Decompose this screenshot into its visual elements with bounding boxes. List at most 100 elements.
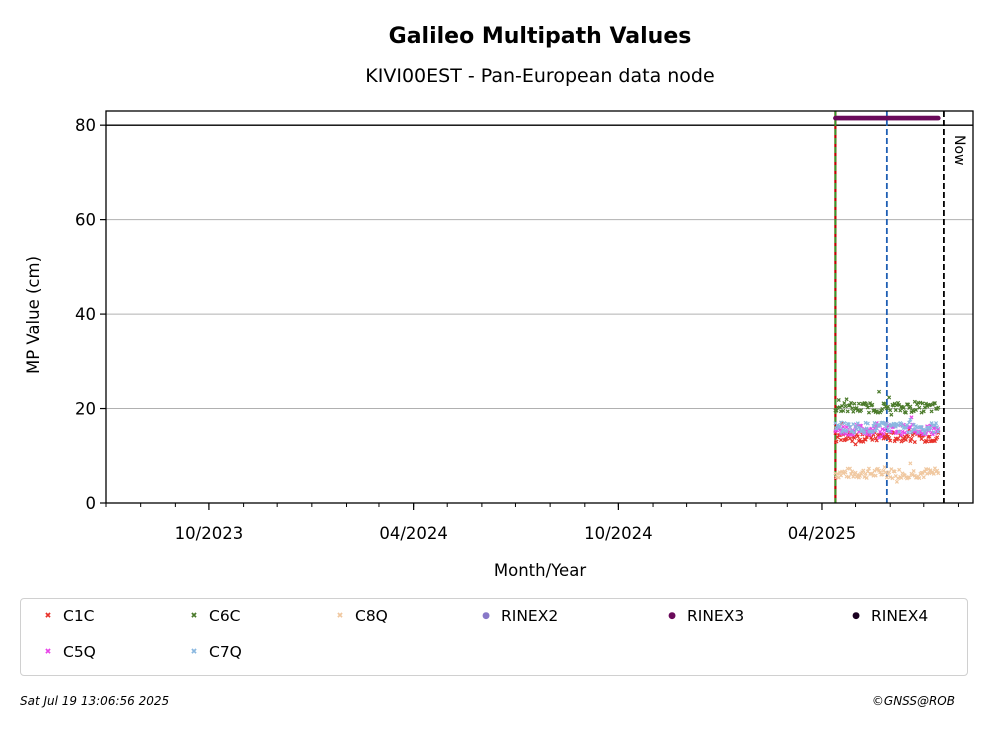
data-point-c7q <box>903 425 908 430</box>
data-point-c7q <box>861 427 866 432</box>
data-point-c7q <box>838 420 844 425</box>
legend-label: RINEX3 <box>687 607 745 625</box>
data-point-c6c <box>865 405 870 410</box>
data-point-c1c <box>887 436 892 441</box>
data-point-c7q <box>834 426 839 431</box>
data-point-c7q <box>908 417 913 422</box>
data-point-c7q <box>899 422 904 427</box>
axis-ticks: 0 20 40 60 80 10/2023 04/2024 10/2024 04/2025 <box>75 116 959 543</box>
x-tick-label: 10/2023 <box>175 524 244 543</box>
data-point-c6c <box>856 401 861 406</box>
data-point-c1c <box>903 437 908 442</box>
data-point-c7q <box>862 430 867 435</box>
y-tick-label: 0 <box>86 494 97 513</box>
data-point-c6c <box>889 412 894 417</box>
data-point-c6c <box>901 405 906 410</box>
data-point-c7q <box>931 429 936 435</box>
data-point-c8q <box>894 479 899 484</box>
data-point-c5q <box>859 423 864 429</box>
data-point-c6c <box>917 405 922 410</box>
data-point-c8q <box>935 468 940 473</box>
data-point-c5q <box>851 432 856 437</box>
data-point-c7q <box>935 425 940 430</box>
data-point-c1c <box>888 438 893 443</box>
x-marker-icon: ✖ <box>190 647 198 656</box>
y-tick-label: 60 <box>75 211 96 230</box>
data-point-c8q <box>890 476 895 481</box>
data-point-c8q <box>866 466 871 471</box>
data-point-c1c <box>925 439 930 444</box>
data-point-c7q <box>884 421 889 426</box>
data-point-c6c <box>854 405 859 411</box>
legend-label: C7Q <box>209 643 242 661</box>
data-point-c8q <box>846 475 851 480</box>
data-point-c1c <box>857 437 863 442</box>
data-point-c6c <box>877 389 882 394</box>
data-point-c8q <box>857 473 863 478</box>
data-point-c7q <box>887 429 892 434</box>
data-point-c1c <box>884 432 889 437</box>
data-point-c6c <box>904 402 910 407</box>
data-point-c8q <box>930 469 935 474</box>
data-point-c5q <box>930 432 935 437</box>
footer-credit: ©GNSS@ROB <box>871 694 955 708</box>
legend-label: RINEX2 <box>501 607 559 625</box>
footer-timestamp: Sat Jul 19 13:06:56 2025 <box>20 694 170 708</box>
x-tick-label: 04/2024 <box>379 524 448 543</box>
x-marker-icon: ✖ <box>44 647 52 656</box>
data-point-c6c <box>836 397 841 403</box>
data-point-c6c <box>911 409 916 414</box>
data-point-c6c <box>834 408 839 413</box>
data-point-c7q <box>855 421 860 426</box>
data-point-c7q <box>909 430 914 435</box>
data-point-c6c <box>932 401 937 406</box>
data-point-c6c <box>913 407 918 412</box>
x-axis-label: Month/Year <box>494 561 586 580</box>
data-point-c1c <box>863 437 868 442</box>
data-point-c1c <box>855 434 860 439</box>
x-marker-icon: ✖ <box>44 611 52 620</box>
x-marker-icon: ✖ <box>336 611 344 620</box>
data-point-c6c <box>850 406 855 411</box>
grid-lines <box>106 124 973 410</box>
data-point-c1c <box>870 437 875 442</box>
data-point-c6c <box>893 408 898 413</box>
legend: ✖ C1C ✖ C6C ✖ C8Q ● RINEX2 ● RINEX3 ● RINEX4 ✖ C5Q ✖ C7… <box>20 598 968 676</box>
data-point-c6c <box>920 401 925 406</box>
data-point-c8q <box>861 468 866 473</box>
data-point-c6c <box>837 405 842 410</box>
data-point-c8q <box>873 473 878 478</box>
data-point-c5q <box>881 431 886 436</box>
data-point-c8q <box>936 471 941 476</box>
data-point-c6c <box>844 397 849 402</box>
data-point-c5q <box>899 432 904 437</box>
data-point-c8q <box>887 470 892 475</box>
data-point-c5q <box>909 415 914 420</box>
data-point-c1c <box>869 435 874 440</box>
data-point-c8q <box>892 469 897 474</box>
data-point-c1c <box>834 439 839 444</box>
data-point-c1c <box>919 436 924 441</box>
data-point-c8q <box>897 467 902 472</box>
legend-label: RINEX4 <box>871 607 929 625</box>
data-point-c8q <box>888 475 893 480</box>
data-point-c8q <box>913 475 918 480</box>
data-point-c1c <box>838 437 844 443</box>
data-point-c7q <box>934 421 939 426</box>
x-tick-label: 04/2025 <box>788 524 857 543</box>
data-point-c6c <box>866 410 871 415</box>
data-point-c8q <box>917 476 922 481</box>
data-point-c8q <box>880 472 885 477</box>
data-point-c1c <box>901 436 906 441</box>
data-point-c5q <box>877 435 882 440</box>
data-point-c6c <box>887 395 892 400</box>
data-point-c1c <box>932 438 937 444</box>
y-tick-label: 20 <box>75 400 96 419</box>
chart-subtitle: KIVI00EST - Pan-European data node <box>365 65 714 87</box>
dot-marker-icon: ● <box>482 611 490 621</box>
data-point-c1c <box>852 435 857 440</box>
data-point-c8q <box>896 476 901 481</box>
data-point-c6c <box>870 402 875 407</box>
data-point-c8q <box>919 470 924 475</box>
data-point-c6c <box>896 400 901 405</box>
